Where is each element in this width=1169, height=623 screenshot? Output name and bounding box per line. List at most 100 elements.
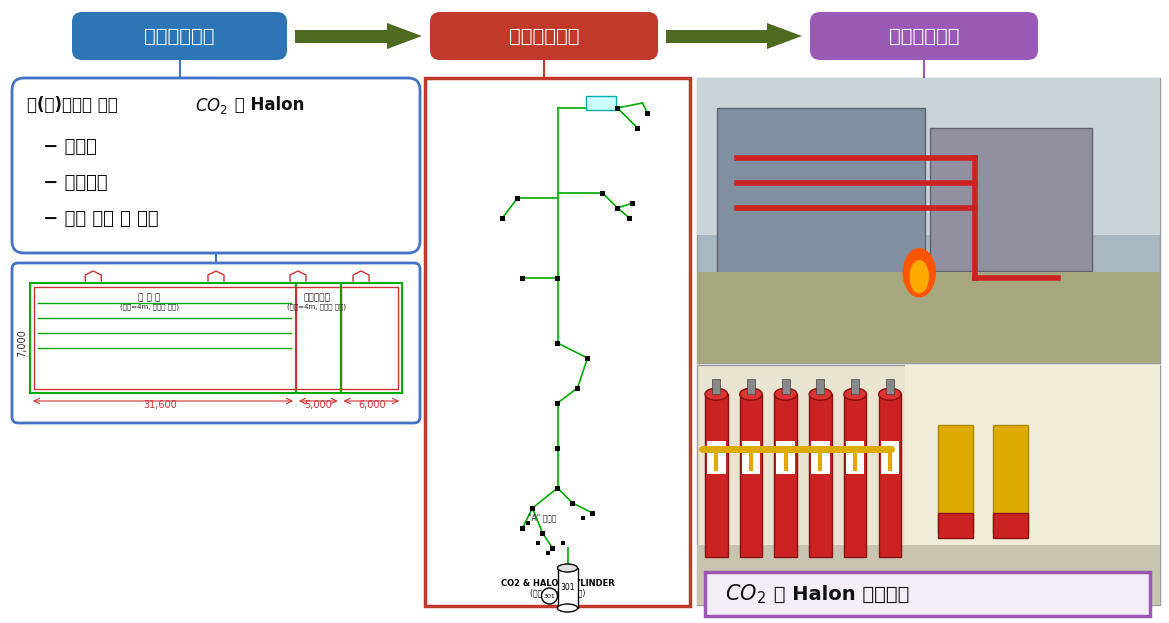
FancyBboxPatch shape (705, 572, 1150, 616)
Text: (천고=4m, 개구부 협의): (천고=4m, 개구부 협의) (286, 303, 346, 310)
Bar (712, 379, 720, 394)
Text: 31,600: 31,600 (144, 400, 177, 410)
Ellipse shape (879, 388, 901, 400)
Ellipse shape (774, 388, 797, 400)
Text: − 배관 크기 등 결정: − 배관 크기 등 결정 (37, 210, 159, 228)
Text: 7,000: 7,000 (18, 329, 27, 357)
Text: (용량:40kg x 매기): (용량:40kg x 매기) (530, 589, 586, 599)
Bar (584, 356, 590, 361)
Bar (30, 283, 402, 393)
Bar (34, 287, 397, 389)
Bar (879, 394, 901, 558)
Bar (809, 394, 832, 558)
Bar (741, 441, 760, 474)
Text: 5,000: 5,000 (304, 400, 332, 410)
Text: 301: 301 (544, 594, 555, 599)
Bar (851, 379, 859, 394)
Bar (575, 386, 580, 391)
Bar (846, 441, 864, 474)
Bar (992, 425, 1028, 533)
Text: 탕산가기실: 탕산가기실 (303, 293, 330, 303)
Bar (560, 541, 565, 545)
Bar (697, 78, 1160, 363)
Ellipse shape (558, 564, 577, 572)
Bar (776, 441, 795, 474)
Bar (931, 128, 1092, 270)
Bar (645, 110, 650, 115)
Bar (811, 441, 830, 474)
Ellipse shape (844, 388, 866, 400)
Text: 설계도면작성: 설계도면작성 (509, 27, 580, 45)
Ellipse shape (911, 260, 928, 293)
Bar (570, 500, 575, 505)
Bar (816, 379, 824, 394)
Bar (938, 425, 973, 533)
Text: 수(手)계산에 의한: 수(手)계산에 의한 (27, 96, 124, 114)
Bar (697, 272, 1160, 363)
Text: 소화설비제조: 소화설비제조 (888, 27, 960, 45)
FancyBboxPatch shape (72, 12, 288, 60)
Bar (586, 96, 616, 110)
Bar (520, 275, 525, 280)
Ellipse shape (740, 388, 762, 400)
Text: 및 Halon: 및 Halon (229, 96, 304, 114)
Bar (747, 379, 755, 394)
Ellipse shape (809, 388, 832, 400)
Text: CO2 & HALON CYLINDER: CO2 & HALON CYLINDER (500, 579, 615, 589)
Bar (546, 551, 549, 555)
Bar (500, 216, 505, 221)
Text: $\mathit{CO_2}$: $\mathit{CO_2}$ (725, 583, 766, 606)
Bar (526, 521, 530, 525)
Bar (886, 379, 894, 394)
Polygon shape (767, 23, 802, 49)
Bar (697, 78, 1160, 235)
Bar (717, 108, 926, 293)
Bar (555, 485, 560, 490)
Bar (666, 29, 767, 42)
Bar (540, 531, 545, 536)
Bar (615, 105, 620, 110)
Text: $\it{CO_2}$: $\it{CO_2}$ (195, 96, 228, 116)
Text: 및 Halon 제조설비: 및 Halon 제조설비 (767, 584, 909, 604)
Ellipse shape (558, 604, 577, 612)
Ellipse shape (904, 249, 935, 297)
Text: (천고=4m, 개구부 협의): (천고=4m, 개구부 협의) (119, 303, 179, 310)
Bar (938, 513, 973, 538)
Bar (705, 394, 727, 558)
Bar (530, 505, 535, 510)
Bar (555, 445, 560, 450)
Bar (707, 441, 726, 474)
Bar (844, 394, 866, 558)
FancyBboxPatch shape (12, 263, 420, 423)
Circle shape (541, 588, 558, 604)
Bar (590, 510, 595, 515)
FancyBboxPatch shape (810, 12, 1038, 60)
FancyBboxPatch shape (430, 12, 658, 60)
Bar (600, 191, 606, 196)
FancyBboxPatch shape (12, 78, 420, 253)
Bar (520, 525, 525, 531)
Bar (555, 401, 560, 406)
Bar (549, 546, 555, 551)
Text: 6,000: 6,000 (359, 400, 386, 410)
Bar (774, 394, 797, 558)
Bar (630, 201, 635, 206)
Bar (555, 341, 560, 346)
Text: − 약제량: − 약제량 (37, 138, 97, 156)
Bar (880, 441, 899, 474)
Text: 방호구역선정: 방호구역선정 (144, 27, 215, 45)
Bar (782, 379, 790, 394)
Bar (426, 78, 690, 606)
Bar (295, 29, 387, 42)
Bar (516, 196, 520, 201)
Bar (615, 206, 620, 211)
Polygon shape (387, 23, 422, 49)
Bar (992, 513, 1028, 538)
Text: 301: 301 (560, 584, 575, 592)
Text: "A" 상세도: "A" 상세도 (528, 513, 556, 523)
Bar (627, 216, 632, 221)
Bar (905, 365, 1160, 545)
Bar (740, 394, 762, 558)
Bar (581, 516, 584, 520)
Text: 전 기 실: 전 기 실 (138, 293, 160, 303)
